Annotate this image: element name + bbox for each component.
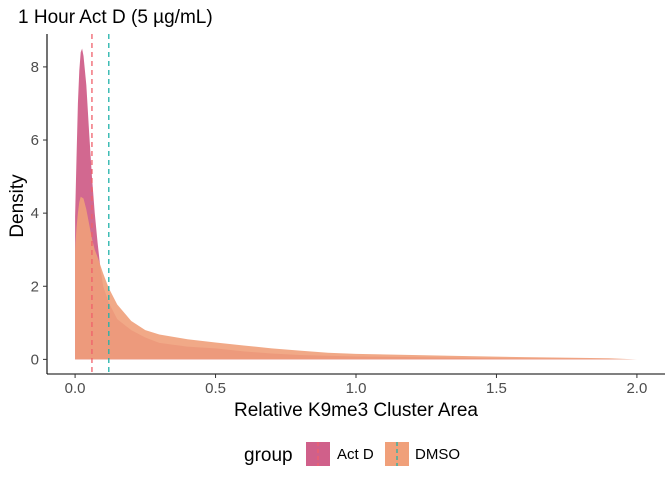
- legend-title: group: [244, 445, 293, 466]
- y-tick-label: 2: [31, 278, 39, 295]
- x-tick-label: 1.5: [486, 380, 507, 397]
- plot-area: [75, 34, 637, 374]
- y-tick-label: 6: [31, 132, 39, 149]
- axes: 0.0 0.5 1.0 1.5 2.0 0 2 4 6 8: [31, 34, 665, 397]
- legend-label-act-d: Act D: [337, 446, 374, 463]
- x-tick-label: 1.0: [346, 380, 367, 397]
- chart-title: 1 Hour Act D (5 µg/mL): [18, 7, 213, 28]
- x-axis-title: Relative K9me3 Cluster Area: [234, 400, 478, 421]
- legend-label-dmso: DMSO: [415, 446, 460, 463]
- density-area-dmso: [75, 196, 637, 360]
- y-tick-label: 0: [31, 351, 39, 368]
- y-tick-label: 4: [31, 205, 39, 222]
- x-tick-label: 0.0: [65, 380, 86, 397]
- x-tick-label: 2.0: [626, 380, 647, 397]
- legend: group Act D DMSO: [244, 442, 460, 466]
- y-tick-label: 8: [31, 59, 39, 76]
- x-tick-label: 0.5: [205, 380, 226, 397]
- y-axis-title: Density: [7, 174, 28, 238]
- density-area-act-d: [75, 48, 637, 360]
